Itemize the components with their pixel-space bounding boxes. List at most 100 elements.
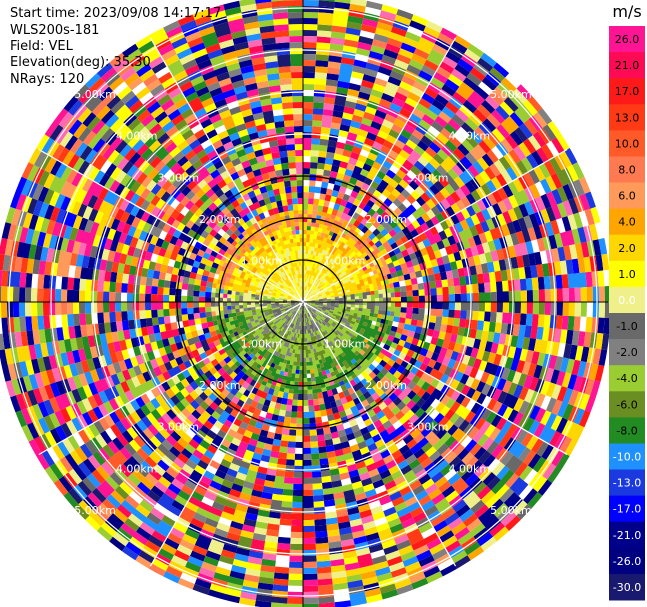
colorbar-ticks: 26.0 21.0 17.0 13.0 10.0 8.0 6.0 4.0 2.0 1.0 0.0 -1… <box>613 33 641 594</box>
elevation-label: Elevation(deg): 35.30 <box>10 55 151 70</box>
colorbar-tick-label: 17.0 <box>615 85 640 98</box>
colorbar-tick-label: -1.0 <box>616 320 637 333</box>
colorbar-tick-label: -10.0 <box>613 451 641 464</box>
range-ring-label: 3.00km <box>158 421 200 434</box>
colorbar-segment <box>609 417 645 444</box>
range-ring <box>260 259 346 345</box>
range-ring <box>92 91 514 513</box>
colorbar-tick-label: -4.0 <box>616 372 637 385</box>
colorbar-segment <box>609 443 645 471</box>
nrays-label: NRays: 120 <box>10 72 85 87</box>
signal-bins <box>219 226 386 370</box>
range-ring-label: 4.00km <box>116 462 158 475</box>
azimuth-spoke <box>38 301 304 456</box>
signal-bins <box>211 226 396 394</box>
range-ring-label: 3.00km <box>407 171 449 184</box>
colorbar-segment <box>609 365 645 392</box>
colorbar-segment <box>609 313 645 340</box>
azimuth-spoke <box>149 301 304 567</box>
colorbar-tick-label: -21.0 <box>613 529 641 542</box>
colorbar-segment <box>609 391 645 418</box>
signal-bins <box>213 209 396 387</box>
range-ring <box>8 7 598 597</box>
colorbar-segment <box>609 286 645 314</box>
colorbar-tick-label: -13.0 <box>613 477 641 490</box>
noise-bins <box>0 9 612 604</box>
range-ring-label: 4.00km <box>449 130 491 143</box>
colorbar-segment <box>609 156 645 184</box>
range-ring-label: 4.00km <box>116 130 158 143</box>
azimuth-spoke <box>302 148 568 303</box>
colorbar-segment <box>609 260 645 288</box>
range-ring-label: 2.00km <box>199 213 241 226</box>
colorbar-segment <box>609 104 645 131</box>
colorbar-segment <box>609 234 645 262</box>
range-ring-label: 2.00km <box>365 213 407 226</box>
range-rings <box>8 7 598 597</box>
range-ring-label: 1.00km <box>241 338 283 351</box>
colorbar-segment <box>609 78 645 105</box>
azimuth-spoke <box>38 148 304 303</box>
signal-bins <box>219 215 391 376</box>
colorbar-tick-label: 26.0 <box>615 33 640 46</box>
colorbar-segment <box>609 573 645 601</box>
azimuth-spoke <box>302 301 457 567</box>
colorbar-segment <box>609 52 645 79</box>
colorbar-tick-label: -6.0 <box>616 398 637 411</box>
signal-bins <box>211 230 392 316</box>
field-label: Field: VEL <box>10 39 73 54</box>
range-ring-labels: 1.00km 1.00km 1.00km 1.00km 2.00km 2.00km 2.00… <box>74 88 531 517</box>
signal-field <box>210 209 396 395</box>
range-ring-label: 2.00km <box>365 379 407 392</box>
noise-bins <box>5 0 596 607</box>
colorbar-tick-label: -26.0 <box>613 555 641 568</box>
range-ring-label: 3.00km <box>407 421 449 434</box>
range-ring-label: 3.00km <box>158 171 200 184</box>
colorbar-segments <box>609 26 645 601</box>
colorbar-tick-label: 4.0 <box>618 216 636 229</box>
range-ring-label: 5.00km <box>74 88 116 101</box>
range-ring-label: 1.00km <box>324 254 366 267</box>
range-ring-label: 1.00km <box>324 338 366 351</box>
range-ring <box>50 49 556 555</box>
range-ring-label: 5.00km <box>74 504 116 517</box>
colorbar-segment <box>609 26 645 53</box>
colorbar-tick-label: 1.0 <box>618 268 636 281</box>
azimuth-spoke <box>149 37 304 303</box>
noise-bins <box>0 0 585 605</box>
noise-bins <box>15 0 612 607</box>
colorbar-tick-label: -30.0 <box>613 581 641 594</box>
azimuth-spokes <box>0 0 608 607</box>
colorbar-segment <box>609 182 645 210</box>
signal-bins <box>210 266 392 335</box>
colorbar-segment <box>609 547 645 575</box>
colorbar-segment <box>609 521 645 549</box>
colorbar-tick-label: 21.0 <box>615 59 640 72</box>
signal-bins <box>212 210 390 374</box>
colorbar-segment <box>609 469 645 497</box>
colorbar-tick-label: 2.0 <box>618 242 636 255</box>
colorbar-tick-label: 6.0 <box>618 190 636 203</box>
range-ring-label: 1.00km <box>241 254 283 267</box>
signal-bins <box>214 215 395 391</box>
azimuth-spoke <box>302 37 457 303</box>
colorbar-tick-label: 10.0 <box>615 137 640 150</box>
range-ring-label: 2.00km <box>199 379 241 392</box>
colorbar-tick-label: 0.0 <box>618 294 636 307</box>
range-ring-label: 5.00km <box>490 88 532 101</box>
range-ring <box>134 133 472 471</box>
signal-bins <box>370 290 375 295</box>
range-ring-label: 4.00km <box>449 462 491 475</box>
colorbar-tick-label: 13.0 <box>615 111 640 124</box>
range-ring <box>176 175 430 429</box>
noise-bins <box>10 0 580 607</box>
range-ring <box>218 217 388 387</box>
instrument-label: WLS200s-181 <box>10 23 100 38</box>
colorbar-segment <box>609 339 645 366</box>
colorbar-segment <box>609 208 645 236</box>
azimuth-spoke <box>302 301 568 456</box>
colorbar-tick-label: -8.0 <box>616 424 637 437</box>
colorbar-title: m/s <box>612 2 641 21</box>
range-ring-label: 5.00km <box>490 504 532 517</box>
